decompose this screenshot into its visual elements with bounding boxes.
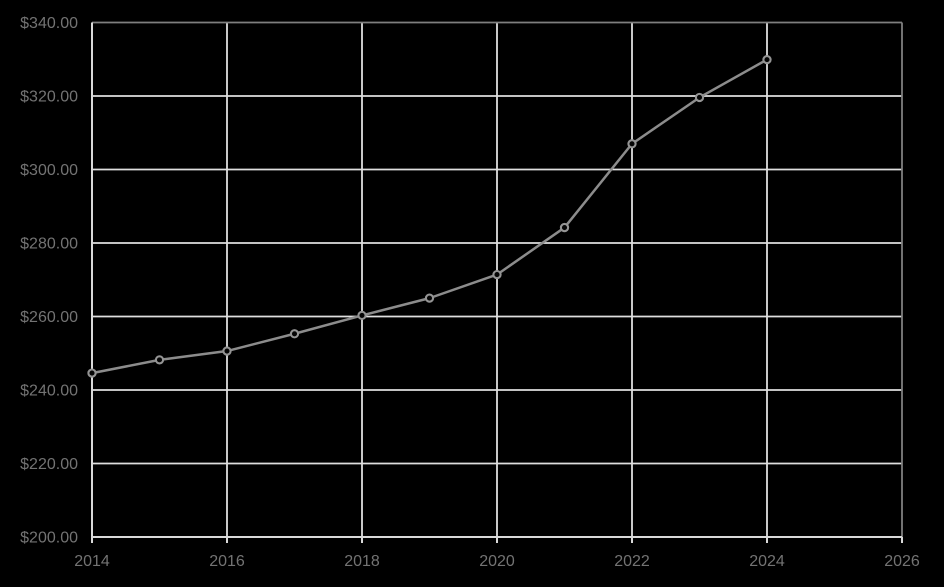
data-point-marker (694, 92, 705, 103)
data-point-marker (424, 293, 435, 303)
data-point-marker (762, 54, 772, 65)
y-tick-label: $320.00 (20, 89, 78, 106)
y-tick-label: $260.00 (20, 309, 78, 326)
data-point-marker (222, 346, 232, 356)
data-point-marker (357, 310, 367, 321)
x-tick-label: 2026 (884, 553, 920, 570)
x-tick-label: 2018 (344, 553, 380, 570)
data-point-marker (627, 139, 637, 149)
y-tick-label: $200.00 (20, 530, 78, 547)
data-point-marker (492, 269, 502, 280)
data-point-marker (87, 368, 97, 378)
data-line (90, 58, 769, 375)
y-tick-label: $340.00 (20, 15, 78, 32)
y-tick-label: $280.00 (20, 236, 78, 253)
x-tick-label: 2022 (614, 553, 650, 570)
y-tick-label: $240.00 (20, 383, 78, 400)
data-point-marker (559, 222, 570, 233)
x-tick-label: 2020 (479, 553, 515, 570)
y-tick-label: $300.00 (20, 162, 78, 179)
y-tick-label: $220.00 (20, 456, 78, 473)
x-tick-label: 2016 (209, 553, 245, 570)
x-tick-label: 2014 (74, 553, 110, 570)
x-tick-label: 2024 (749, 553, 785, 570)
data-point-marker (289, 329, 300, 339)
data-point-marker (154, 355, 165, 365)
